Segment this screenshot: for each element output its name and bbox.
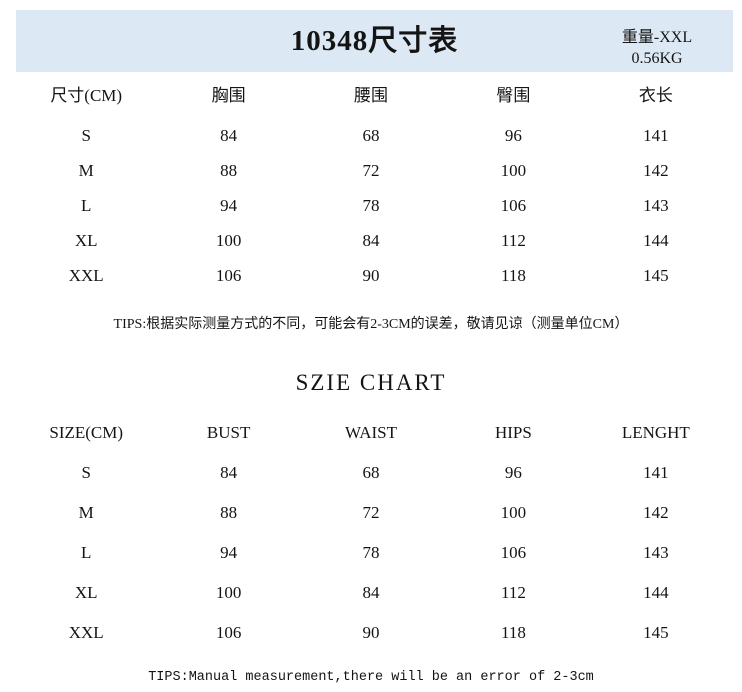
- table-row: S 84 68 96 141: [15, 453, 727, 493]
- table-cell: 141: [643, 126, 669, 145]
- table-cell: 143: [643, 543, 669, 562]
- column-header: LENGHT: [621, 423, 690, 442]
- table-cell: 106: [500, 196, 527, 215]
- size-label: L: [81, 196, 92, 215]
- table-cell: 100: [215, 583, 242, 602]
- size-label: M: [78, 161, 94, 180]
- column-header: SIZE(CM): [49, 423, 124, 442]
- size-label: XL: [74, 583, 98, 602]
- size-label: S: [81, 463, 91, 482]
- table-row: L 94 78 106 143: [15, 188, 727, 223]
- table-cell: 100: [500, 161, 527, 180]
- tips-cn: TIPS:根据实际测量方式的不同，可能会有2-3CM的误差，敬请见谅（测量单位C…: [113, 317, 629, 332]
- table-row: M 88 72 100 142: [15, 153, 727, 188]
- table-cell: 78: [362, 543, 380, 562]
- table-cell: 118: [500, 266, 526, 285]
- table-cell: 112: [500, 231, 526, 250]
- size-table-cn: 尺寸(CM) 胸围 腰围 臀围 衣长 S 84 68 96 141 M 88 7…: [15, 78, 727, 293]
- table-cell: 100: [500, 503, 527, 522]
- page-title: 10348尺寸表: [290, 25, 459, 57]
- column-header: 衣长: [638, 86, 673, 105]
- column-header: 腰围: [354, 86, 389, 105]
- table-header-row: SIZE(CM) BUST WAIST HIPS LENGHT: [15, 413, 727, 453]
- table-row: S 84 68 96 141: [15, 118, 727, 153]
- table-cell: 84: [362, 231, 380, 250]
- table-cell: 118: [500, 623, 526, 642]
- weight-size-label: 重量-XXL: [621, 29, 693, 46]
- table-row: M 88 72 100 142: [15, 493, 727, 533]
- column-header: 尺寸(CM): [50, 86, 123, 105]
- table-cell: 90: [362, 266, 380, 285]
- table-cell: 96: [504, 126, 522, 145]
- table-cell: 106: [215, 266, 242, 285]
- table-cell: 112: [500, 583, 526, 602]
- size-label: L: [81, 543, 92, 562]
- table-cell: 94: [220, 196, 238, 215]
- table-header-row: 尺寸(CM) 胸围 腰围 臀围 衣长: [15, 78, 727, 114]
- table-cell: 68: [362, 463, 380, 482]
- table-cell: 84: [362, 583, 380, 602]
- table-cell: 144: [643, 231, 669, 250]
- table-cell: 142: [643, 161, 669, 180]
- table-cell: 88: [220, 503, 238, 522]
- table-cell: 100: [215, 231, 242, 250]
- column-header: BUST: [206, 423, 251, 442]
- table-cell: 142: [643, 503, 669, 522]
- table-cell: 78: [362, 196, 380, 215]
- size-label: XXL: [68, 623, 104, 642]
- table-cell: 143: [643, 196, 669, 215]
- table-row: XL 100 84 112 144: [15, 223, 727, 258]
- size-label: M: [78, 503, 94, 522]
- table-cell: 90: [362, 623, 380, 642]
- header-band: 10348尺寸表 重量-XXL 0.56KG: [16, 10, 733, 72]
- table-row: XXL 106 90 118 145: [15, 613, 727, 653]
- size-label: S: [81, 126, 91, 145]
- size-label: XXL: [68, 266, 104, 285]
- size-chart-heading-en: SZIE CHART: [295, 370, 447, 395]
- table-cell: 96: [504, 463, 522, 482]
- table-cell: 106: [215, 623, 242, 642]
- table-cell: 145: [643, 623, 669, 642]
- table-cell: 145: [643, 266, 669, 285]
- column-header: 胸围: [211, 86, 246, 105]
- table-cell: 141: [643, 463, 669, 482]
- table-cell: 68: [362, 126, 380, 145]
- weight-value: 0.56KG: [631, 50, 683, 67]
- table-cell: 94: [220, 543, 238, 562]
- table-cell: 106: [500, 543, 527, 562]
- size-table-en: SIZE(CM) BUST WAIST HIPS LENGHT S 84 68 …: [15, 413, 727, 653]
- table-cell: 72: [362, 503, 380, 522]
- table-cell: 72: [362, 161, 380, 180]
- size-label: XL: [74, 231, 98, 250]
- table-cell: 88: [220, 161, 238, 180]
- column-header: WAIST: [345, 423, 397, 442]
- table-cell: 84: [220, 126, 238, 145]
- table-cell: 144: [643, 583, 669, 602]
- table-row: L 94 78 106 143: [15, 533, 727, 573]
- table-cell: 84: [220, 463, 238, 482]
- table-row: XL 100 84 112 144: [15, 573, 727, 613]
- table-row: XXL 106 90 118 145: [15, 258, 727, 293]
- column-header: 臀围: [496, 86, 531, 105]
- column-header: HIPS: [494, 423, 532, 442]
- weight-info: 重量-XXL 0.56KG: [602, 27, 712, 69]
- tips-en: TIPS:Manual measurement,there will be an…: [148, 670, 594, 685]
